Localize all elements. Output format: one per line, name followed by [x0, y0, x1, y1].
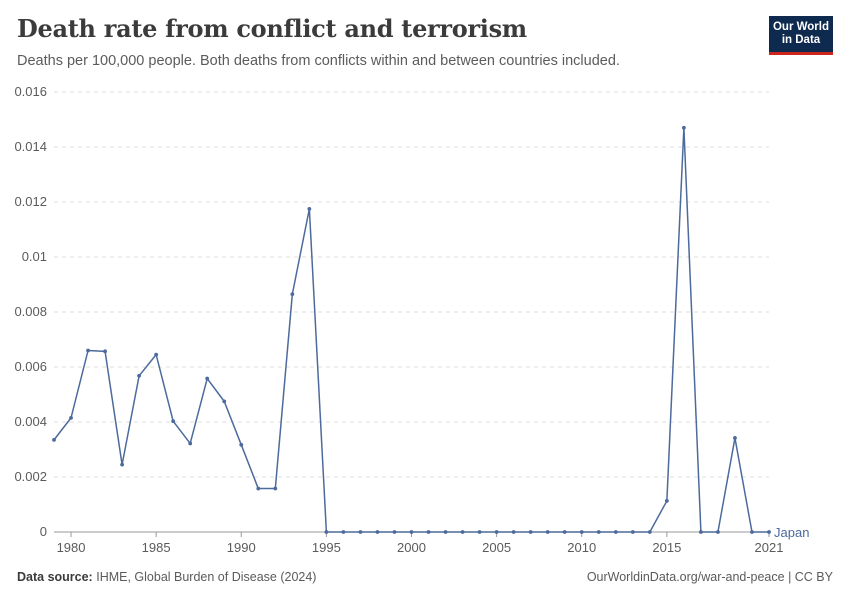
data-point[interactable] [86, 348, 90, 353]
grid-lines [54, 91, 769, 478]
data-point[interactable] [273, 486, 278, 491]
x-tick-label: 1990 [227, 540, 256, 555]
data-point[interactable] [52, 437, 56, 442]
data-point[interactable] [613, 530, 618, 534]
data-point[interactable] [579, 530, 584, 534]
data-point[interactable] [409, 530, 414, 534]
logo-line-1: Our World [772, 21, 829, 33]
logo-line-2: in Data [781, 34, 821, 46]
data-point[interactable] [154, 352, 159, 357]
source-url-link[interactable]: OurWorldinData.org/war-and-peace | CC BY [586, 570, 833, 584]
data-point[interactable] [443, 530, 448, 534]
data-point[interactable] [239, 442, 244, 447]
chart-subtitle: Deaths per 100,000 people. Both deaths f… [17, 53, 620, 69]
data-point[interactable] [511, 530, 516, 534]
y-tick-label: 0.01 [22, 249, 47, 264]
x-axis: 1980 1985 1990 1995 2000 2005 2010 2015 2021 [54, 531, 784, 555]
data-point[interactable] [681, 125, 686, 130]
data-point[interactable] [69, 415, 73, 420]
data-point[interactable] [750, 530, 754, 534]
data-point[interactable] [188, 441, 193, 446]
x-tick-label: 2021 [755, 540, 784, 555]
y-tick-label: 0 [40, 524, 47, 539]
x-tick-label: 2015 [652, 540, 681, 555]
data-point[interactable] [545, 530, 550, 534]
y-tick-label: 0.008 [14, 304, 47, 319]
x-tick-label: 2005 [482, 540, 511, 555]
data-point[interactable] [120, 462, 124, 467]
x-tick-label: 1985 [142, 540, 171, 555]
data-point[interactable] [103, 349, 107, 354]
data-point[interactable] [460, 530, 465, 534]
data-point[interactable] [716, 530, 720, 534]
data-source-text: IHME, Global Burden of Disease (2024) [96, 570, 317, 584]
data-point[interactable] [494, 530, 499, 534]
x-tick-label: 1995 [312, 540, 341, 555]
data-point[interactable] [596, 530, 601, 534]
data-point[interactable] [392, 530, 397, 534]
x-tick-label: 1980 [57, 540, 86, 555]
data-point[interactable] [205, 376, 210, 381]
data-point[interactable] [137, 373, 142, 378]
data-point[interactable] [733, 436, 737, 440]
data-point[interactable] [307, 206, 312, 211]
data-point[interactable] [699, 530, 703, 534]
data-source-label: Data source: [17, 570, 93, 584]
series-line-japan [53, 127, 769, 533]
data-point[interactable] [222, 399, 227, 404]
series-label: Japan [774, 525, 809, 540]
data-point[interactable] [647, 530, 652, 534]
data-point[interactable] [341, 530, 346, 534]
data-point[interactable] [562, 530, 567, 534]
data-point[interactable] [528, 530, 533, 534]
data-source: Data source: IHME, Global Burden of Dise… [17, 570, 316, 584]
owid-logo[interactable]: Our World in Data [769, 16, 833, 55]
data-point[interactable] [375, 530, 380, 534]
data-point[interactable] [426, 530, 431, 534]
y-tick-label: 0.014 [14, 139, 47, 154]
data-point[interactable] [630, 530, 635, 534]
y-tick-label: 0.006 [14, 359, 47, 374]
y-tick-label: 0.012 [14, 194, 47, 209]
y-tick-label: 0.016 [14, 84, 47, 99]
y-tick-label: 0.002 [14, 469, 47, 484]
data-point[interactable] [324, 530, 329, 534]
series-group: Japan [52, 125, 809, 540]
data-point[interactable] [171, 419, 176, 424]
data-point[interactable] [358, 530, 363, 534]
y-axis: 0 0.002 0.004 0.006 0.008 0.01 0.012 0.014 0.016 [14, 84, 47, 539]
y-tick-label: 0.004 [14, 414, 47, 429]
x-tick-label: 2010 [567, 540, 596, 555]
data-point[interactable] [256, 486, 261, 491]
data-point[interactable] [290, 292, 295, 297]
chart-title: Death rate from conflict and terrorism [17, 14, 527, 43]
data-point[interactable] [664, 499, 669, 503]
data-point[interactable] [477, 530, 482, 534]
x-tick-label: 2000 [397, 540, 426, 555]
data-point[interactable] [767, 530, 771, 534]
